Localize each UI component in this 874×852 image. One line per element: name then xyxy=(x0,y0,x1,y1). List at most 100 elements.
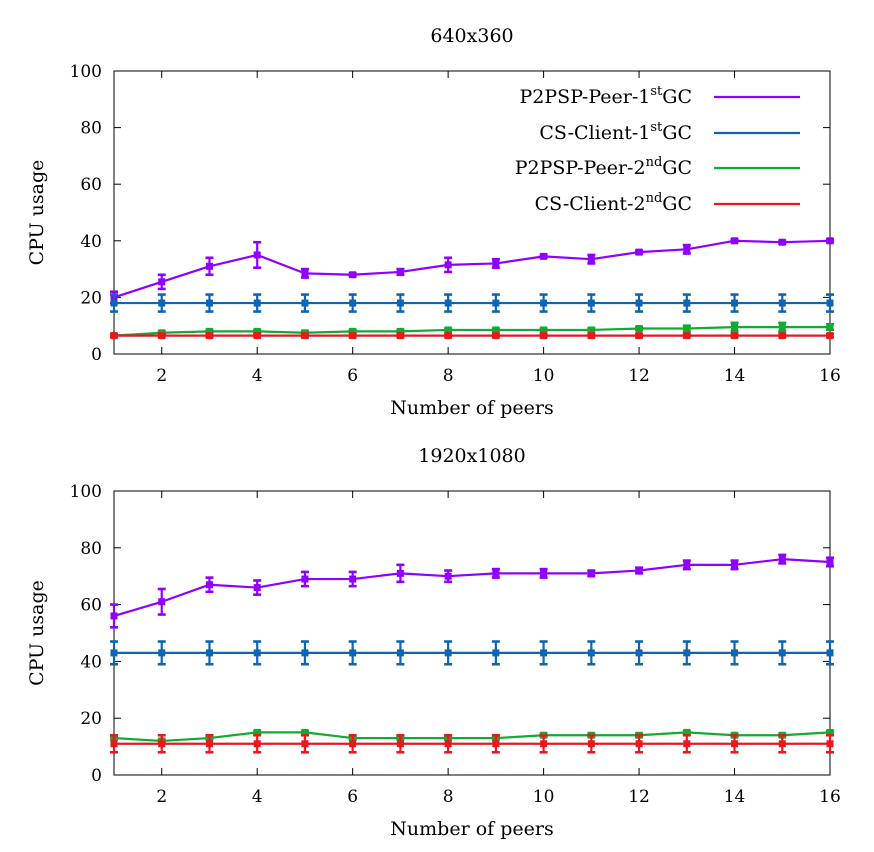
legend: P2PSP-Peer-1stGCCS-Client-1stGCP2PSP-Pee… xyxy=(515,84,800,215)
data-point xyxy=(635,299,643,307)
data-point xyxy=(778,332,786,340)
legend-label-base: CS-Client-2 xyxy=(535,193,646,215)
data-point xyxy=(349,740,357,748)
data-point xyxy=(349,332,357,340)
data-point xyxy=(492,740,500,748)
data-point xyxy=(683,245,691,253)
data-point xyxy=(492,259,500,267)
data-point xyxy=(587,255,595,263)
data-point xyxy=(110,332,118,340)
data-point xyxy=(205,740,213,748)
data-point xyxy=(778,555,786,563)
data-point xyxy=(444,740,452,748)
data-point xyxy=(683,740,691,748)
data-point xyxy=(492,332,500,340)
data-point xyxy=(158,299,166,307)
y-axis-label: CPU usage xyxy=(26,580,48,686)
data-point xyxy=(540,569,548,577)
data-point xyxy=(587,299,595,307)
data-point xyxy=(253,327,261,335)
data-point xyxy=(635,567,643,575)
x-tick-label: 16 xyxy=(819,366,841,386)
data-point xyxy=(540,299,548,307)
data-point xyxy=(778,740,786,748)
legend-label-superscript: st xyxy=(650,84,663,99)
legend-label: CS-Client-1stGC xyxy=(539,120,692,144)
data-point xyxy=(540,649,548,657)
data-point xyxy=(158,332,166,340)
y-tick-label: 80 xyxy=(80,539,102,559)
legend-label: CS-Client-2ndGC xyxy=(535,191,692,215)
data-point xyxy=(349,575,357,583)
x-tick-label: 8 xyxy=(443,366,454,386)
data-point xyxy=(444,299,452,307)
chart-title: 1920x1080 xyxy=(418,445,525,467)
data-point xyxy=(683,325,691,333)
data-point xyxy=(205,327,213,335)
plot-frame xyxy=(113,490,831,776)
data-point xyxy=(253,740,261,748)
data-point xyxy=(253,649,261,657)
data-point xyxy=(587,569,595,577)
legend-label-base: P2PSP-Peer-1 xyxy=(520,86,651,108)
chart-panel-1: 640x360 0 20 40 60 80 100 2 4 6 8 10 12 14 16 Number of… xyxy=(26,25,841,419)
data-point xyxy=(396,332,404,340)
data-point xyxy=(587,332,595,340)
data-point xyxy=(301,649,309,657)
data-point xyxy=(731,332,739,340)
data-point xyxy=(683,332,691,340)
x-tick-label: 10 xyxy=(533,787,555,807)
data-point xyxy=(778,649,786,657)
data-point xyxy=(444,332,452,340)
data-point xyxy=(396,268,404,276)
x-tick-label: 8 xyxy=(443,787,454,807)
data-point xyxy=(540,740,548,748)
data-point xyxy=(301,332,309,340)
y-tick-label: 20 xyxy=(80,288,102,308)
series-line xyxy=(113,326,830,337)
data-point xyxy=(635,248,643,256)
data-point xyxy=(158,598,166,606)
data-point xyxy=(110,612,118,620)
data-point xyxy=(349,299,357,307)
data-point xyxy=(301,740,309,748)
data-point xyxy=(205,581,213,589)
data-point xyxy=(158,278,166,286)
data-point xyxy=(683,649,691,657)
x-tick-label: 4 xyxy=(252,366,263,386)
data-point xyxy=(253,299,261,307)
y-tick-label: 0 xyxy=(91,766,102,786)
legend-label-superscript: nd xyxy=(646,191,663,206)
y-tick-label: 40 xyxy=(80,232,102,252)
data-point xyxy=(587,326,595,334)
x-tick-label: 10 xyxy=(533,366,555,386)
x-tick-label: 16 xyxy=(819,787,841,807)
data-point xyxy=(731,237,739,245)
y-axis-label: CPU usage xyxy=(26,160,48,266)
data-point xyxy=(826,740,834,748)
y-tick-label: 0 xyxy=(91,345,102,365)
y-tick-label: 60 xyxy=(80,596,102,616)
series-4 xyxy=(110,332,834,340)
x-tick-label: 14 xyxy=(724,366,746,386)
data-point xyxy=(826,728,834,736)
data-point xyxy=(158,649,166,657)
data-point xyxy=(110,299,118,307)
legend-label-tail: GC xyxy=(662,157,692,179)
x-tick-label: 2 xyxy=(156,787,167,807)
chart-panel-2: 1920x1080 0 20 40 60 80 100 2 4 6 8 10 12 14 16 Number … xyxy=(26,445,841,840)
data-point xyxy=(540,252,548,260)
data-point xyxy=(396,299,404,307)
x-tick-label: 14 xyxy=(724,787,746,807)
data-point xyxy=(349,649,357,657)
plot-frame xyxy=(113,70,831,355)
data-point xyxy=(683,728,691,736)
series-1 xyxy=(110,553,834,629)
data-point xyxy=(826,299,834,307)
series-4 xyxy=(110,733,834,754)
data-point xyxy=(349,327,357,335)
x-tick-label: 2 xyxy=(156,366,167,386)
data-point xyxy=(253,332,261,340)
data-point xyxy=(731,561,739,569)
data-point xyxy=(110,649,118,657)
